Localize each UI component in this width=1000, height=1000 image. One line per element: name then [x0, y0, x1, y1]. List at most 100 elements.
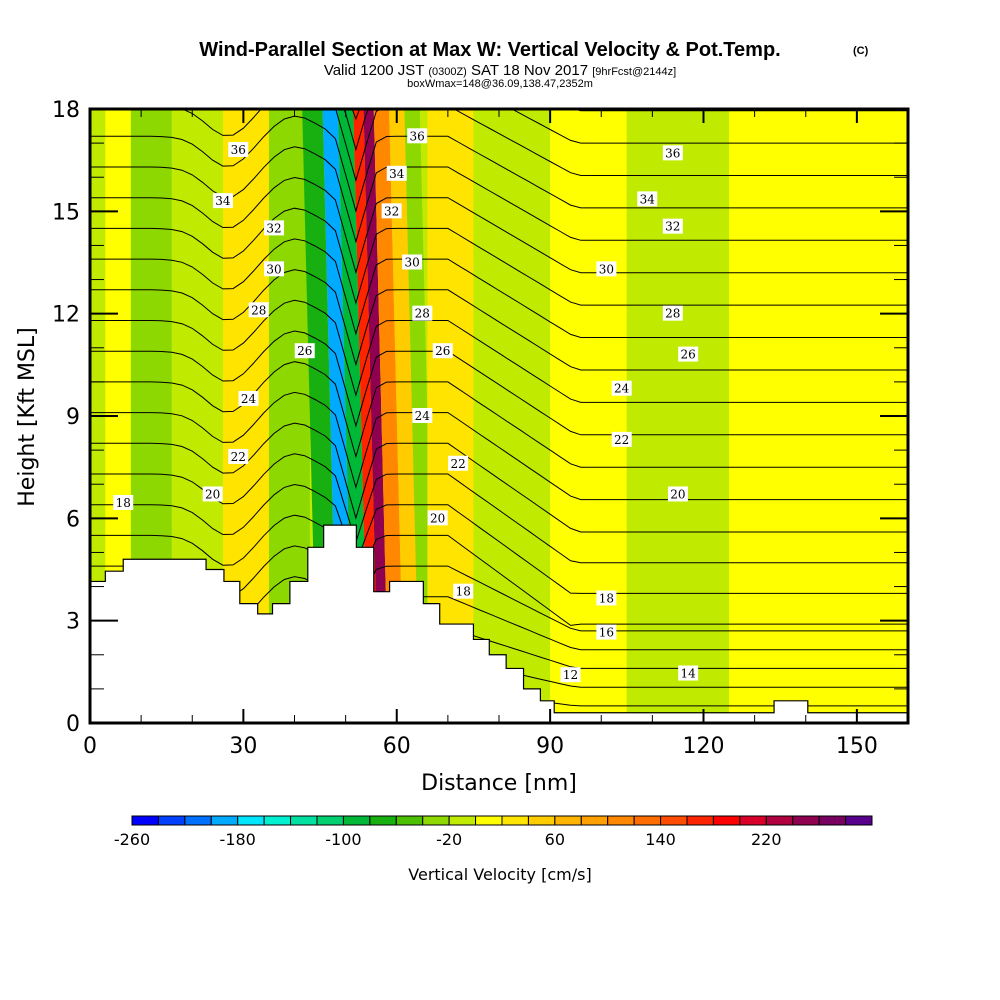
velocity-band — [626, 109, 730, 723]
velocity-band — [222, 109, 269, 723]
isentrope-line — [90, 269, 908, 371]
contour-label-box — [637, 191, 658, 207]
contour-label: 20 — [202, 486, 223, 502]
velocity-band — [729, 109, 908, 723]
colorbar-tick-label: 220 — [751, 830, 782, 849]
contour-label-text: 30 — [266, 262, 281, 276]
isentrope-line — [90, 514, 908, 626]
contour-label: 36 — [662, 145, 683, 161]
contour-label: 34 — [386, 165, 407, 181]
y-axis-label: Height [Kft MSL] — [15, 327, 40, 507]
colorbar-segment — [501, 815, 529, 826]
valid-time-line: Valid 1200 JST (0300Z) SAT 18 Nov 2017 [… — [324, 62, 676, 79]
contour-label-box — [238, 390, 259, 406]
colorbar-segment — [342, 815, 371, 826]
y-tick-label: 9 — [66, 405, 80, 430]
copyright-mark: (C) — [853, 45, 869, 57]
x-tick-label: 30 — [229, 734, 257, 759]
contour-label-text: 34 — [215, 194, 231, 208]
contour-label-text: 36 — [410, 129, 425, 143]
x-tick-label: 90 — [536, 734, 564, 759]
contour-label-text: 34 — [389, 167, 405, 181]
contour-label: 18 — [113, 494, 134, 510]
plot-area: 36 34 32 30 28 26 24 22 20 18 36 34 32 30 28 26 24 22 20 18… — [90, 109, 908, 723]
contour-label: 22 — [228, 448, 249, 464]
contour-label-box — [264, 220, 285, 236]
contour-label-text: 20 — [430, 511, 445, 525]
contour-label: 26 — [294, 343, 315, 359]
isentrope-line — [90, 330, 908, 436]
isentrope-line — [90, 483, 908, 594]
contour-label: 24 — [611, 380, 632, 396]
colorbar-segment — [210, 815, 239, 826]
contour-label-text: 28 — [415, 307, 430, 321]
contour-label: 20 — [427, 510, 448, 526]
forecast-info: [9hrFcst@2144z] — [592, 66, 676, 78]
axis-ticks — [89, 108, 909, 724]
colorbar-segment — [686, 815, 714, 826]
colorbar-segment — [184, 815, 212, 826]
contour-label-box — [596, 261, 617, 277]
isentrope-line — [351, 109, 908, 121]
velocity-band — [389, 109, 420, 723]
colorbar-segment — [395, 815, 424, 826]
isentrope-line — [180, 109, 908, 183]
contour-label-text: 16 — [599, 626, 614, 640]
contour-label: 36 — [228, 141, 249, 157]
contour-label: 32 — [381, 203, 402, 219]
x-tick-label: 60 — [383, 734, 411, 759]
colorbar-tick-label: -180 — [220, 830, 256, 849]
isentrope-line — [90, 391, 908, 501]
contour-label: 14 — [678, 665, 699, 681]
contour-label-text: 18 — [116, 496, 131, 510]
colorbar-segment — [845, 815, 873, 826]
contour-label-box — [202, 486, 223, 502]
contour-label-text: 22 — [450, 457, 465, 471]
contour-label-box — [228, 448, 249, 464]
colorbar-tick-label: 140 — [645, 830, 676, 849]
contour-label-box — [453, 583, 474, 599]
contour-label: 20 — [667, 486, 688, 502]
contour-label-text: 22 — [231, 450, 246, 464]
contour-label: 12 — [560, 667, 581, 683]
colorbar-label: Vertical Velocity [cm/s] — [408, 865, 591, 884]
contour-label-text: 12 — [563, 668, 578, 682]
colorbar-segment — [580, 815, 609, 826]
colorbar-segment — [633, 815, 662, 826]
isentrope-line — [90, 207, 908, 306]
contour-label: 28 — [412, 305, 433, 321]
y-tick-label: 15 — [52, 200, 80, 225]
contour-label-text: 26 — [297, 344, 312, 358]
contour-label: 26 — [432, 343, 453, 359]
contour-label-box — [560, 667, 581, 683]
colorbar-segment — [739, 815, 767, 826]
contour-label-box — [596, 590, 617, 606]
valid-utc: (0300Z) — [428, 66, 467, 78]
contour-label: 30 — [264, 261, 285, 277]
colorbar-segment — [660, 815, 688, 826]
colorbar-tick-label: -260 — [114, 830, 150, 849]
colorbar-segment — [475, 815, 503, 826]
colorbar-segment — [263, 815, 292, 826]
x-tick-label: 120 — [683, 734, 725, 759]
contour-label-box — [662, 145, 683, 161]
contour-label-text: 32 — [384, 204, 399, 218]
contour-label-box — [294, 343, 315, 359]
contour-label-box — [212, 193, 233, 209]
y-tick-label: 18 — [52, 98, 80, 123]
contour-label-text: 30 — [404, 256, 419, 270]
contour-label-box — [228, 141, 249, 157]
colorbar-segment — [792, 815, 820, 826]
contour-label-text: 18 — [456, 585, 471, 599]
box-info: boxWmax=148@36.09,138.47,2352m — [407, 78, 593, 90]
colorbar-tick-label: -20 — [436, 830, 462, 849]
contour-label-box — [386, 165, 407, 181]
isentrope-line — [90, 453, 908, 564]
contour-label: 28 — [248, 302, 269, 318]
colorbar-segment — [607, 815, 635, 826]
contour-label-text: 26 — [681, 348, 696, 362]
valid-prefix: Valid 1200 JST — [324, 62, 424, 79]
contour-label-text: 32 — [266, 221, 281, 235]
contour-label-text: 24 — [415, 409, 431, 423]
contour-label-box — [381, 203, 402, 219]
